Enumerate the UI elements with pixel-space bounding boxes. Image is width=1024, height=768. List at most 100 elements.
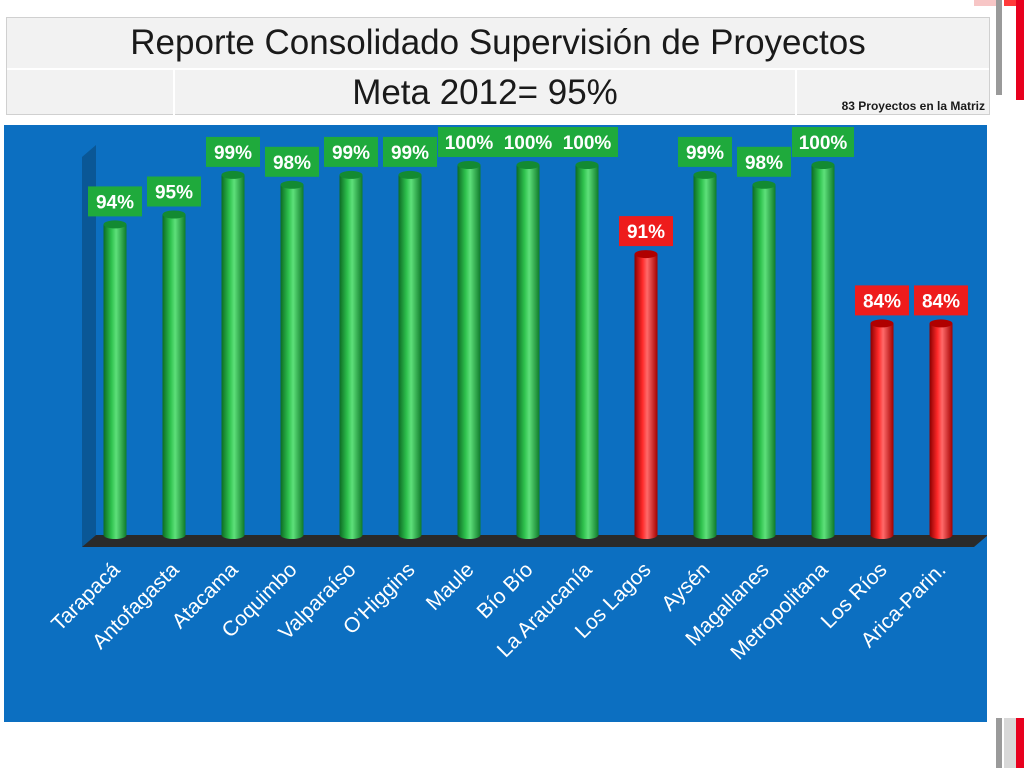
bar-1 <box>103 220 127 539</box>
bar-5 <box>339 170 363 539</box>
bar-body <box>457 165 481 535</box>
bar-9 <box>575 161 599 539</box>
bars-layer <box>103 161 953 539</box>
data-label-11: 99% <box>678 136 732 167</box>
category-label-7: Maule <box>422 558 479 615</box>
bar-base <box>575 531 599 539</box>
bar-body <box>752 184 776 536</box>
report-title: Reporte Consolidado Supervisión de Proye… <box>130 23 866 62</box>
title-row: Reporte Consolidado Supervisión de Proye… <box>7 18 989 70</box>
data-label-bg <box>855 285 909 316</box>
bar-13 <box>811 161 835 539</box>
data-label-text: 94% <box>96 192 134 213</box>
bar-cap <box>811 161 835 169</box>
data-label-text: 98% <box>273 153 311 174</box>
data-label-text: 95% <box>155 183 193 204</box>
bar-8 <box>516 161 540 539</box>
bar-cap <box>634 250 658 259</box>
data-label-bg <box>324 136 378 167</box>
bar-chart: 94% 95% 99% 98% 99% 99% 100% 100% 100% 91% 99% 98% 1… <box>47 127 987 665</box>
bar-body <box>339 174 363 535</box>
data-label-10: 91% <box>619 216 673 247</box>
bar-base <box>457 531 481 539</box>
data-label-bg <box>265 146 319 177</box>
data-label-6: 99% <box>383 136 437 167</box>
bar-base <box>752 531 776 539</box>
bar-body <box>221 174 245 535</box>
bar-base <box>634 531 658 539</box>
bar-cap <box>693 170 717 179</box>
bar-base <box>103 531 127 539</box>
bar-body <box>634 254 658 535</box>
data-label-bg <box>147 176 201 207</box>
bar-3 <box>221 170 245 539</box>
bar-cap <box>516 161 540 169</box>
category-label-11: Aysén <box>657 558 714 615</box>
data-label-8: 100% <box>497 127 559 157</box>
data-label-3: 99% <box>206 136 260 167</box>
data-label-7: 100% <box>438 127 500 157</box>
data-label-bg <box>619 216 673 247</box>
bar-cap <box>339 170 363 179</box>
count-cell: 83 Proyectos en la Matriz <box>797 70 991 116</box>
data-label-text: 100% <box>563 133 612 154</box>
data-label-text: 84% <box>863 291 901 312</box>
bar-base <box>339 531 363 539</box>
bar-body <box>516 165 540 535</box>
bar-base <box>811 531 835 539</box>
data-label-text: 98% <box>745 153 783 174</box>
bar-cap <box>221 170 245 179</box>
bar-cap <box>752 180 776 189</box>
corner-decoration-bottom <box>996 718 1024 768</box>
goal-text: Meta 2012= 95% <box>352 73 618 112</box>
data-labels-layer: 94% 95% 99% 98% 99% 99% 100% 100% 100% 91% 99% 98% 1… <box>88 127 968 316</box>
bar-base <box>162 531 186 539</box>
data-label-9: 100% <box>556 127 618 157</box>
bar-base <box>221 531 245 539</box>
data-label-text: 99% <box>686 143 724 164</box>
bar-cap <box>575 161 599 169</box>
category-axis-labels: TarapacáAntofagastaAtacamaCoquimboValpar… <box>47 558 950 664</box>
data-label-bg <box>914 285 968 316</box>
data-label-text: 100% <box>504 133 553 154</box>
bar-body <box>575 165 599 535</box>
bar-body <box>870 323 894 535</box>
data-label-bg <box>737 146 791 177</box>
data-label-4: 98% <box>265 146 319 177</box>
data-label-text: 100% <box>799 133 848 154</box>
chart-side-wall <box>82 145 96 547</box>
project-count: 83 Proyectos en la Matriz <box>841 99 985 113</box>
bar-base <box>693 531 717 539</box>
bar-base <box>280 531 304 539</box>
bar-11 <box>693 170 717 539</box>
data-label-bg <box>88 186 142 217</box>
bar-cap <box>103 220 127 229</box>
bar-body <box>162 214 186 535</box>
data-label-2: 95% <box>147 176 201 207</box>
bar-cap <box>929 319 953 328</box>
data-label-text: 99% <box>391 143 429 164</box>
bar-7 <box>457 161 481 539</box>
bar-body <box>103 224 127 535</box>
data-label-12: 98% <box>737 146 791 177</box>
data-label-1: 94% <box>88 186 142 217</box>
bar-cap <box>398 170 422 179</box>
bar-body <box>280 184 304 536</box>
data-label-14: 84% <box>855 285 909 316</box>
data-label-text: 91% <box>627 222 665 243</box>
goal-cell: Meta 2012= 95% <box>175 70 797 116</box>
data-label-15: 84% <box>914 285 968 316</box>
bar-12 <box>752 180 776 539</box>
bar-body <box>929 323 953 535</box>
bar-14 <box>870 319 894 539</box>
bar-cap <box>162 210 186 219</box>
bar-15 <box>929 319 953 539</box>
data-label-text: 99% <box>332 143 370 164</box>
bar-cap <box>457 161 481 169</box>
bar-10 <box>634 250 658 539</box>
bar-base <box>929 531 953 539</box>
bar-body <box>811 165 835 535</box>
data-label-bg <box>792 127 854 157</box>
bar-base <box>398 531 422 539</box>
corner-decoration-top <box>974 0 1024 100</box>
